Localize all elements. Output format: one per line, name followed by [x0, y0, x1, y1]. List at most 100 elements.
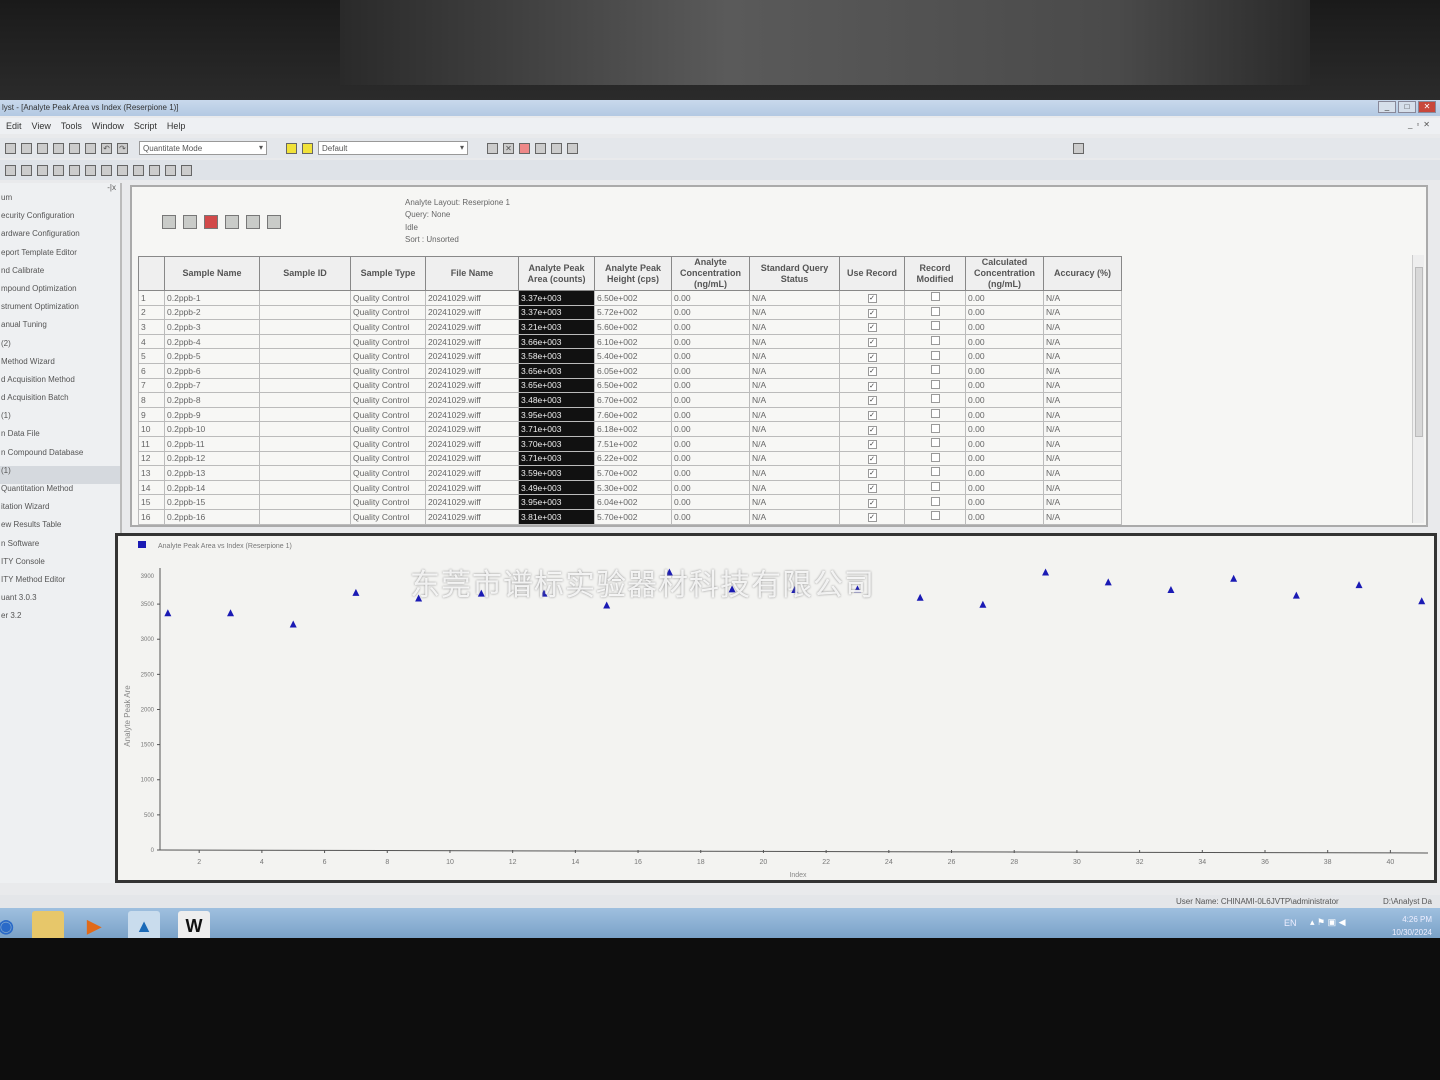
record-modified-checkbox[interactable] — [904, 465, 966, 481]
table-cell[interactable]: N/A — [749, 508, 840, 525]
table-cell[interactable] — [259, 348, 351, 364]
column-header[interactable]: Use Record — [839, 256, 905, 291]
table-cell[interactable]: N/A — [749, 290, 840, 306]
table-cell[interactable]: N/A — [749, 450, 840, 467]
table-cell[interactable]: 13 — [138, 465, 165, 481]
checkbox[interactable]: ✓ — [867, 498, 877, 508]
table-cell[interactable]: N/A — [1043, 465, 1122, 481]
table-cell[interactable]: 0.00 — [965, 392, 1044, 408]
use-record-checkbox[interactable]: ✓ — [839, 392, 905, 408]
table-cell[interactable]: 0.2ppb-10 — [164, 421, 260, 437]
sidebar-item[interactable]: (1) — [1, 411, 11, 421]
checkbox[interactable]: ✓ — [867, 469, 877, 479]
checkbox[interactable]: ✓ — [867, 411, 877, 421]
table-cell[interactable]: Quality Control — [350, 290, 426, 306]
copy-icon[interactable] — [69, 142, 80, 154]
use-record-checkbox[interactable]: ✓ — [839, 377, 905, 394]
panel-icon[interactable] — [1073, 142, 1084, 154]
pane-split-icon[interactable] — [551, 142, 562, 154]
table-cell[interactable] — [259, 494, 351, 510]
sidebar-item[interactable]: anual Tuning — [1, 320, 47, 330]
menu-view[interactable]: View — [31, 121, 51, 131]
table-cell[interactable]: 5 — [138, 348, 165, 364]
table-cell[interactable]: 0.00 — [671, 348, 750, 364]
sidebar-close-button[interactable]: -|x — [107, 183, 116, 192]
table-cell[interactable]: N/A — [1043, 290, 1122, 306]
table-cell[interactable]: 0.2ppb-7 — [164, 377, 260, 394]
start-button[interactable]: ◉ — [0, 915, 14, 936]
table-cell[interactable]: N/A — [1043, 377, 1122, 394]
tool-icon-1[interactable] — [5, 164, 16, 176]
use-record-checkbox[interactable]: ✓ — [839, 290, 905, 306]
record-modified-checkbox[interactable] — [904, 290, 966, 306]
analyst-icon[interactable]: ▲ — [128, 911, 160, 941]
menu-edit[interactable]: Edit — [6, 121, 22, 131]
use-record-checkbox[interactable]: ✓ — [839, 450, 905, 467]
table-cell[interactable]: 0.00 — [671, 508, 750, 525]
use-record-checkbox[interactable]: ✓ — [839, 362, 905, 379]
table-cell[interactable]: Quality Control — [350, 304, 426, 321]
table-cell[interactable]: 20241029.wiff — [425, 421, 519, 437]
column-header[interactable]: Standard Query Status — [749, 256, 840, 291]
table-row[interactable]: 5 0.2ppb-5 Quality Control 20241029.wiff 3.5… — [138, 348, 1122, 364]
table-cell[interactable]: Quality Control — [350, 406, 426, 423]
table-cell[interactable]: Quality Control — [350, 421, 426, 437]
table-row[interactable]: 7 0.2ppb-7 Quality Control 20241029.wiff 3.6… — [138, 377, 1122, 394]
folder-open-icon[interactable] — [286, 142, 297, 154]
use-record-checkbox[interactable]: ✓ — [839, 421, 905, 437]
table-cell[interactable]: 3.65e+003 — [518, 377, 595, 394]
table-cell[interactable]: N/A — [749, 333, 840, 350]
table-cell[interactable] — [259, 508, 351, 525]
sidebar-item[interactable]: Method Wizard — [1, 356, 55, 366]
table-cell[interactable]: 3.48e+003 — [518, 392, 595, 408]
table-cell[interactable]: 0.00 — [671, 450, 750, 467]
table-cell[interactable]: 3.95e+003 — [518, 494, 595, 510]
table-cell[interactable] — [259, 304, 351, 321]
statistics-icon[interactable] — [267, 215, 281, 229]
layout-select[interactable]: Default — [318, 141, 468, 155]
table-row[interactable]: 9 0.2ppb-9 Quality Control 20241029.wiff 3.9… — [138, 406, 1122, 423]
table-cell[interactable]: N/A — [749, 421, 840, 437]
table-cell[interactable]: N/A — [1043, 348, 1122, 364]
sidebar-item[interactable]: strument Optimization — [1, 302, 79, 312]
table-cell[interactable]: 6.50e+002 — [594, 377, 672, 394]
table-cell[interactable]: 0.2ppb-15 — [164, 494, 260, 510]
sidebar-item[interactable]: er 3.2 — [1, 611, 22, 621]
sidebar-item[interactable]: ITY Console — [1, 556, 45, 566]
use-record-checkbox[interactable]: ✓ — [839, 333, 905, 350]
checkbox[interactable] — [930, 496, 940, 506]
table-cell[interactable]: 0.00 — [671, 319, 750, 335]
use-record-checkbox[interactable]: ✓ — [839, 304, 905, 321]
table-cell[interactable]: 0.2ppb-13 — [164, 465, 260, 481]
table-cell[interactable]: N/A — [749, 304, 840, 321]
table-cell[interactable]: Quality Control — [350, 319, 426, 335]
table-cell[interactable]: 5.30e+002 — [594, 479, 672, 496]
table-cell[interactable] — [259, 290, 351, 306]
tool-icon-8[interactable] — [117, 164, 128, 176]
checkbox[interactable] — [930, 365, 940, 375]
checkbox[interactable]: ✓ — [867, 338, 877, 348]
table-row[interactable]: 11 0.2ppb-11 Quality Control 20241029.wiff 3… — [138, 435, 1122, 452]
table-cell[interactable]: 16 — [138, 508, 165, 525]
table-cell[interactable] — [259, 421, 351, 437]
checkbox[interactable] — [930, 438, 940, 448]
table-cell[interactable]: N/A — [1043, 421, 1122, 437]
tool-icon-12[interactable] — [181, 164, 192, 176]
column-header[interactable]: Sample Name — [164, 256, 260, 291]
table-row[interactable]: 16 0.2ppb-16 Quality Control 20241029.wiff 3… — [138, 508, 1122, 525]
table-cell[interactable]: 14 — [138, 479, 165, 496]
table-cell[interactable]: N/A — [749, 392, 840, 408]
use-record-checkbox[interactable]: ✓ — [839, 494, 905, 510]
checkbox[interactable] — [930, 423, 940, 433]
sidebar-item[interactable]: ITY Method Editor — [1, 574, 66, 584]
column-header[interactable]: Analyte Peak Height (cps) — [594, 256, 672, 291]
tray-icons[interactable]: ▴ ⚑ ▣ ◀ — [1310, 917, 1346, 927]
sidebar-item[interactable]: uant 3.0.3 — [1, 593, 37, 603]
table-cell[interactable]: 0.00 — [965, 450, 1044, 467]
tool-icon-6[interactable] — [85, 164, 96, 176]
checkbox[interactable] — [930, 394, 940, 404]
table-cell[interactable]: 20241029.wiff — [425, 450, 519, 467]
save-icon[interactable] — [5, 142, 16, 154]
menu-script[interactable]: Script — [133, 121, 157, 131]
undo-icon[interactable]: ↶ — [101, 142, 112, 154]
